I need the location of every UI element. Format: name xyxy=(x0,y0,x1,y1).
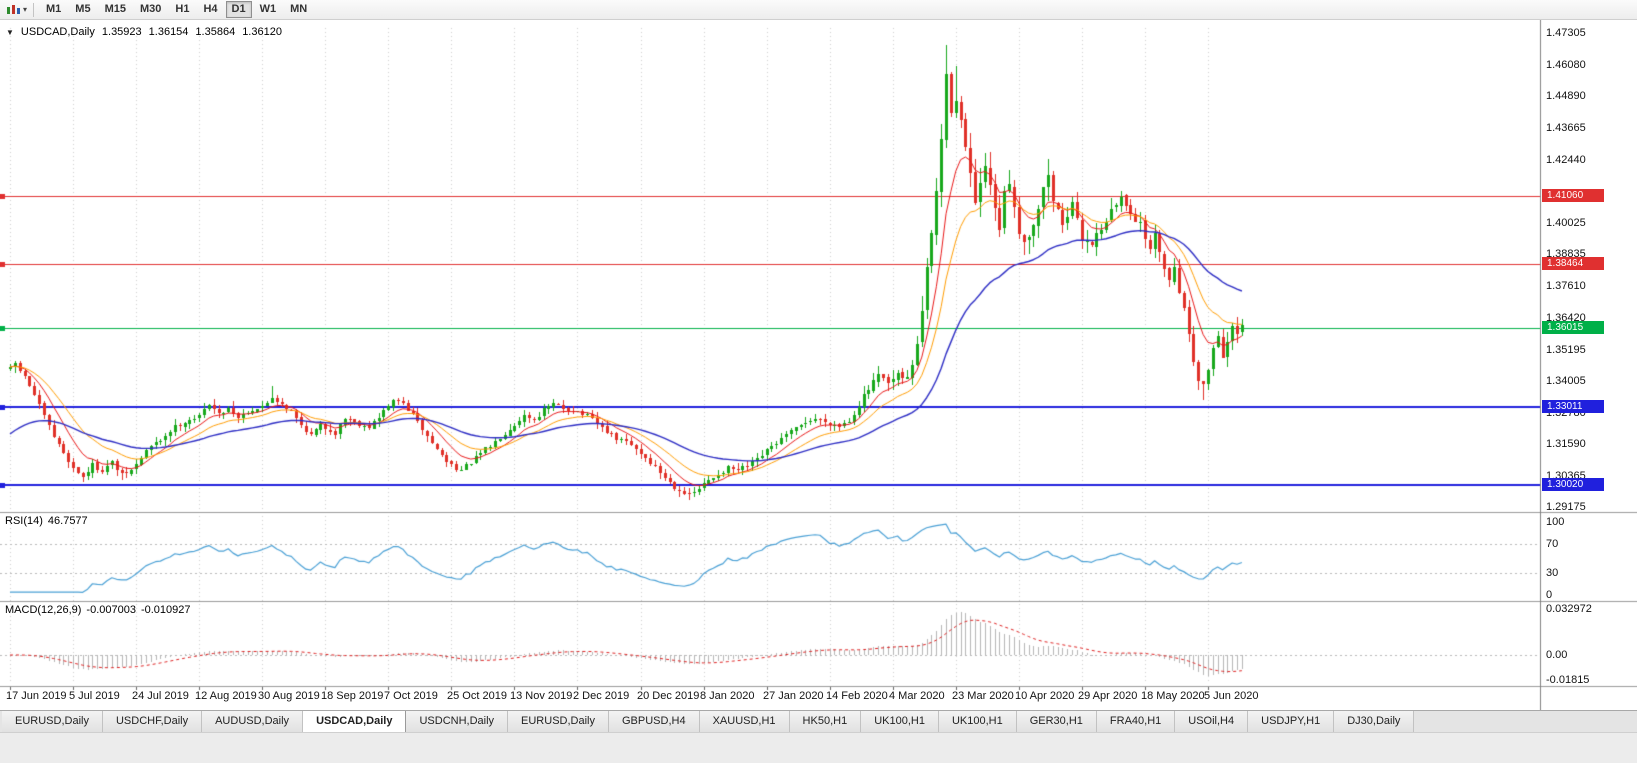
date-label: 24 Jul 2019 xyxy=(132,690,189,702)
date-label: 17 Jun 2019 xyxy=(6,690,67,702)
chart-type-icon[interactable] xyxy=(6,3,21,16)
symbol-tab-ger30-h1[interactable]: GER30,H1 xyxy=(1016,711,1097,732)
timeframe-button-h1[interactable]: H1 xyxy=(169,1,195,18)
symbol-tab-uk100-h1[interactable]: UK100,H1 xyxy=(861,711,939,732)
date-label: 29 Apr 2020 xyxy=(1078,690,1138,702)
date-label: 18 Sep 2019 xyxy=(321,690,384,702)
date-label: 13 Nov 2019 xyxy=(510,690,573,702)
timeframe-button-m1[interactable]: M1 xyxy=(40,1,67,18)
ohlc-open: 1.35923 xyxy=(101,26,142,38)
price-scale-label: 1.29175 xyxy=(1546,501,1586,513)
price-chart-canvas[interactable] xyxy=(0,20,1637,710)
chart-collapse-icon[interactable]: ▼ xyxy=(6,27,14,37)
rsi-value: 46.7577 xyxy=(47,515,88,527)
macd-scale-label: 0.00 xyxy=(1546,649,1568,661)
price-line-tag: 1.36015 xyxy=(1542,321,1604,334)
price-line-tag: 1.30020 xyxy=(1542,478,1604,491)
symbol-tab-audusd-daily[interactable]: AUDUSD,Daily xyxy=(202,711,304,732)
symbol-tab-usdcnh-daily[interactable]: USDCNH,Daily xyxy=(406,711,509,732)
price-scale-label: 1.40025 xyxy=(1546,217,1586,229)
rsi-label: RSI(14) 46.7577 xyxy=(5,515,93,527)
timeframe-buttons: M1 M5 M15 M30 H1 H4 D1 W1 MN xyxy=(40,1,313,18)
rsi-name: RSI(14) xyxy=(5,515,43,527)
timeframe-toolbar: ▾ M1 M5 M15 M30 H1 H4 D1 W1 MN xyxy=(0,0,1637,20)
price-scale-label: 1.44890 xyxy=(1546,90,1586,102)
date-label: 23 Mar 2020 xyxy=(952,690,1014,702)
price-scale-label: 1.42440 xyxy=(1546,154,1586,166)
date-label: 2 Dec 2019 xyxy=(573,690,630,702)
price-scale-label: 1.43665 xyxy=(1546,122,1586,134)
rsi-scale-label: 70 xyxy=(1546,538,1559,550)
ohlc-low: 1.35864 xyxy=(195,26,236,38)
date-label: 20 Dec 2019 xyxy=(637,690,700,702)
macd-value-main: -0.007003 xyxy=(86,604,136,616)
timeframe-button-d1[interactable]: D1 xyxy=(225,1,252,18)
ohlc-close: 1.36120 xyxy=(242,26,282,38)
symbol-tab-usoil-h4[interactable]: USOil,H4 xyxy=(1175,711,1249,732)
symbol-tab-hk50-h1[interactable]: HK50,H1 xyxy=(789,711,862,732)
macd-name: MACD(12,26,9) xyxy=(5,604,82,616)
price-line-tag: 1.33011 xyxy=(1542,400,1604,413)
timeframe-button-m15[interactable]: M15 xyxy=(99,1,132,18)
date-label: 5 Jun 2020 xyxy=(1204,690,1259,702)
chart-type-dropdown-icon[interactable]: ▾ xyxy=(23,5,28,14)
date-label: 12 Aug 2019 xyxy=(195,690,257,702)
symbol-tab-gbpusd-h4[interactable]: GBPUSD,H4 xyxy=(609,711,700,732)
ohlc-high: 1.36154 xyxy=(148,26,189,38)
statusbar xyxy=(0,732,1637,763)
rsi-scale-label: 0 xyxy=(1546,589,1553,601)
price-scale-label: 1.35195 xyxy=(1546,344,1586,356)
date-label: 30 Aug 2019 xyxy=(258,690,320,702)
date-label: 7 Oct 2019 xyxy=(384,690,438,702)
date-label: 5 Jul 2019 xyxy=(69,690,120,702)
price-scale-label: 1.34005 xyxy=(1546,375,1586,387)
symbol-tab-uk100-h1[interactable]: UK100,H1 xyxy=(938,711,1017,732)
price-line-tag: 1.41060 xyxy=(1542,189,1604,202)
price-scale-label: 1.37610 xyxy=(1546,280,1586,292)
price-scale-label: 1.47305 xyxy=(1546,27,1586,39)
chart-title: ▼ USDCAD,Daily 1.35923 1.36154 1.35864 1… xyxy=(6,26,282,38)
date-label: 25 Oct 2019 xyxy=(447,690,507,702)
macd-scale-label: -0.01815 xyxy=(1546,674,1590,686)
rsi-scale-label: 30 xyxy=(1546,567,1559,579)
symbol-tab-usdjpy-h1[interactable]: USDJPY,H1 xyxy=(1248,711,1335,732)
date-label: 27 Jan 2020 xyxy=(763,690,824,702)
timeframe-button-mn[interactable]: MN xyxy=(284,1,313,18)
macd-value-signal: -0.010927 xyxy=(140,604,191,616)
chart-window: 1.47305 1.46080 1.44890 1.43665 1.42440 1.400… xyxy=(0,20,1637,710)
date-label: 18 May 2020 xyxy=(1141,690,1205,702)
date-label: 8 Jan 2020 xyxy=(700,690,755,702)
symbol-tab-dj30-daily[interactable]: DJ30,Daily xyxy=(1334,711,1415,732)
symbol-tab-eurusd-daily[interactable]: EURUSD,Daily xyxy=(2,711,103,732)
timeframe-button-m5[interactable]: M5 xyxy=(69,1,96,18)
symbol-tab-usdcad-daily[interactable]: USDCAD,Daily xyxy=(303,711,407,732)
symbol-tab-usdchf-daily[interactable]: USDCHF,Daily xyxy=(102,711,203,732)
macd-label: MACD(12,26,9) -0.007003 -0.010927 xyxy=(5,604,196,616)
date-label: 4 Mar 2020 xyxy=(889,690,945,702)
date-label: 10 Apr 2020 xyxy=(1015,690,1075,702)
timeframe-button-w1[interactable]: W1 xyxy=(254,1,283,18)
price-line-tag: 1.38464 xyxy=(1542,257,1604,270)
macd-scale-label: 0.032972 xyxy=(1546,603,1592,615)
symbol-tab-eurusd-daily[interactable]: EURUSD,Daily xyxy=(508,711,609,732)
price-scale-label: 1.46080 xyxy=(1546,59,1586,71)
date-label: 14 Feb 2020 xyxy=(826,690,888,702)
price-scale-label: 1.31590 xyxy=(1546,438,1586,450)
rsi-scale-label: 100 xyxy=(1546,516,1565,528)
symbol-tab-fra40-h1[interactable]: FRA40,H1 xyxy=(1096,711,1176,732)
symbol-name: USDCAD,Daily xyxy=(20,26,95,38)
timeframe-button-h4[interactable]: H4 xyxy=(197,1,223,18)
toolbar-separator xyxy=(33,2,35,17)
symbol-tab-xauusd-h1[interactable]: XAUUSD,H1 xyxy=(699,711,790,732)
timeframe-button-m30[interactable]: M30 xyxy=(134,1,167,18)
symbol-tabbar: EURUSD,Daily USDCHF,Daily AUDUSD,Daily USDC… xyxy=(0,710,1637,732)
